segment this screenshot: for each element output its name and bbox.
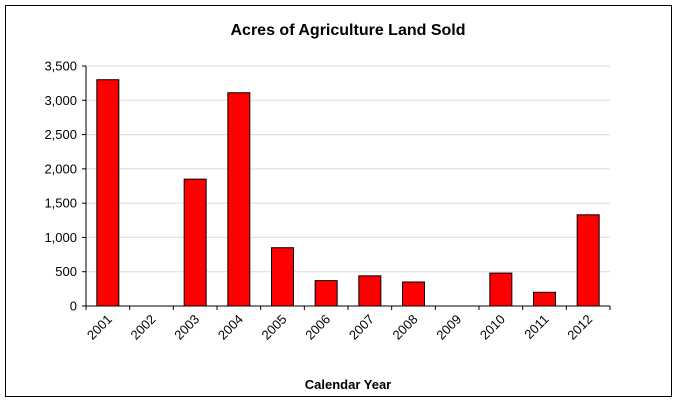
x-tick-label: 2007 bbox=[346, 312, 377, 343]
x-tick-label: 2009 bbox=[433, 312, 464, 343]
bar-2012 bbox=[576, 214, 600, 307]
x-tick-label: 2006 bbox=[302, 312, 333, 343]
x-tick-label: 2005 bbox=[259, 312, 290, 343]
chart-title: Acres of Agriculture Land Sold bbox=[231, 22, 466, 39]
x-tick-label: 2010 bbox=[477, 312, 508, 343]
bar-2005 bbox=[271, 247, 294, 307]
x-tick-label: 2012 bbox=[564, 312, 595, 343]
bar-2003 bbox=[183, 178, 207, 307]
bar-2007 bbox=[358, 275, 382, 307]
x-axis-title: Calendar Year bbox=[305, 377, 391, 392]
x-tick-label: 2011 bbox=[521, 312, 551, 342]
bar-2006 bbox=[314, 280, 338, 307]
x-tick-label: 2003 bbox=[171, 312, 202, 343]
bars bbox=[96, 79, 600, 307]
x-tick-label: 2002 bbox=[128, 312, 159, 343]
bar-2004 bbox=[227, 92, 251, 307]
gridlines bbox=[86, 65, 610, 273]
bar-2010 bbox=[489, 272, 513, 307]
y-tick-labels: 0 500 1,000 1,500 2,000 2,500 3,000 3,500 bbox=[44, 59, 77, 314]
x-tick-label: 2001 bbox=[84, 312, 115, 343]
x-tick-label: 2004 bbox=[215, 312, 246, 343]
y-tick-label: 2,500 bbox=[44, 127, 77, 142]
y-tick-label: 1,500 bbox=[44, 196, 77, 211]
y-tick-label: 0 bbox=[70, 299, 77, 314]
x-tick-label: 2008 bbox=[390, 312, 421, 343]
axes bbox=[82, 65, 611, 310]
bar-2011 bbox=[533, 291, 556, 307]
y-tick-label: 500 bbox=[55, 264, 77, 279]
bar-2008 bbox=[402, 281, 425, 307]
y-tick-label: 3,500 bbox=[44, 59, 77, 74]
y-tick-label: 1,000 bbox=[44, 230, 77, 245]
x-tick-labels: 2001 2002 2003 2004 2005 2006 2007 2008 2009 2010… bbox=[84, 312, 595, 343]
bar-2001 bbox=[96, 79, 120, 307]
y-tick-label: 2,000 bbox=[44, 161, 77, 176]
y-tick-label: 3,000 bbox=[44, 93, 77, 108]
